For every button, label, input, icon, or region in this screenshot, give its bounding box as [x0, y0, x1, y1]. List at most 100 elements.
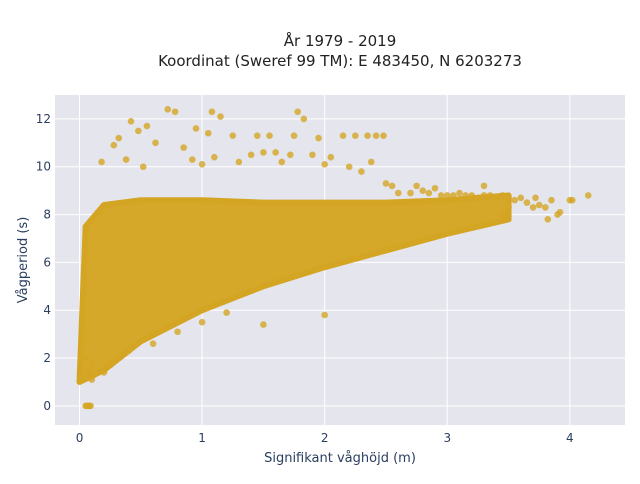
y-tick-label: 6: [43, 255, 51, 269]
scatter-point: [394, 189, 402, 197]
scatter-point: [544, 216, 552, 223]
scatter-point: [204, 129, 212, 137]
scatter-point: [192, 125, 200, 132]
scatter-point: [164, 106, 172, 113]
y-tick-label: 10: [36, 160, 51, 174]
scatter-point: [431, 184, 439, 192]
scatter-point: [480, 182, 488, 190]
scatter-point: [358, 168, 365, 175]
x-axis-label: Signifikant våghöjd (m): [264, 451, 416, 466]
scatter-point: [535, 201, 543, 209]
scatter-point: [315, 134, 322, 142]
scatter-point: [367, 158, 375, 166]
chart-title-line-1: År 1979 - 2019: [284, 31, 397, 50]
scatter-point: [125, 347, 132, 355]
scatter-point: [511, 196, 518, 204]
scatter-density-cloud: [76, 192, 512, 385]
scatter-point: [517, 194, 525, 202]
scatter-point: [287, 151, 294, 159]
scatter-point: [327, 153, 335, 161]
scatter-point: [135, 127, 142, 135]
scatter-point: [499, 211, 506, 218]
scatter-point: [88, 359, 96, 367]
scatter-point: [492, 194, 500, 202]
scatter-point: [321, 161, 328, 168]
scatter-point: [198, 161, 206, 168]
scatter-point: [568, 196, 576, 204]
scatter-point: [100, 369, 108, 376]
scatter-point: [499, 192, 506, 199]
scatter-point: [474, 194, 482, 202]
scatter-point: [529, 204, 537, 211]
scatter-point: [272, 149, 279, 156]
scatter-point: [468, 192, 476, 199]
scatter-point: [321, 311, 328, 319]
scatter-point: [247, 151, 255, 159]
scatter-point: [352, 132, 359, 139]
scatter-point: [253, 132, 261, 139]
scatter-point: [217, 113, 224, 120]
scatter-point: [345, 163, 353, 171]
scatter-point: [425, 189, 433, 197]
y-tick-label: 4: [43, 303, 51, 317]
scatter-point: [456, 189, 463, 197]
y-tick-label: 12: [36, 112, 51, 126]
scatter-point: [372, 132, 380, 139]
x-tick-label: 1: [198, 431, 206, 445]
scatter-point: [260, 321, 267, 328]
scatter-point: [171, 108, 179, 116]
x-axis-ticks: 0 1 2 3 4: [76, 431, 574, 445]
scatter-point: [260, 149, 267, 156]
scatter-point: [505, 194, 512, 202]
x-tick-label: 3: [443, 431, 451, 445]
scatter-point: [294, 108, 302, 116]
scatter-point: [407, 189, 414, 197]
scatter-point: [98, 158, 105, 166]
scatter-point: [462, 192, 469, 199]
scatter-points: [82, 106, 592, 410]
scatter-point: [339, 132, 347, 139]
scatter-point: [443, 192, 451, 199]
scatter-point: [139, 163, 147, 171]
scatter-point: [556, 208, 564, 216]
scatter-point: [143, 122, 151, 130]
scatter-point: [235, 158, 243, 166]
scatter-point: [174, 328, 181, 336]
scatter-point: [152, 139, 159, 147]
scatter-density-region: [76, 192, 512, 385]
y-tick-label: 8: [43, 208, 51, 222]
scatter-point: [149, 340, 157, 347]
x-tick-label: 4: [566, 431, 574, 445]
x-tick-label: 0: [76, 431, 84, 445]
scatter-point: [229, 132, 237, 139]
scatter-point: [106, 361, 114, 369]
scatter-point: [382, 180, 390, 187]
scatter-point: [364, 132, 371, 139]
scatter-point: [188, 156, 196, 163]
scatter-point: [419, 187, 427, 194]
y-axis-ticks: 0 2 4 6 8 10 12: [36, 112, 51, 413]
scatter-point: [198, 318, 206, 326]
y-tick-label: 0: [43, 399, 51, 413]
scatter-point: [309, 151, 316, 159]
scatter-point: [122, 156, 130, 163]
scatter-point: [523, 199, 531, 206]
scatter-point: [437, 192, 445, 199]
scatter-point: [110, 141, 118, 149]
scatter-point: [548, 196, 555, 204]
scatter-point: [505, 204, 512, 211]
scatter-point: [480, 192, 488, 199]
scatter-point: [450, 192, 457, 199]
scatter-point: [388, 182, 396, 190]
scatter-point: [290, 132, 298, 139]
scatter-point: [584, 192, 592, 199]
scatter-point: [300, 115, 308, 123]
scatter-point: [208, 108, 216, 116]
scatter-point: [266, 132, 273, 139]
y-axis-label: Vågperiod (s): [16, 217, 31, 304]
scatter-point: [82, 354, 89, 362]
y-tick-label: 2: [43, 351, 51, 365]
chart-title-line-2: Koordinat (Sweref 99 TM): E 483450, N 62…: [158, 52, 522, 70]
